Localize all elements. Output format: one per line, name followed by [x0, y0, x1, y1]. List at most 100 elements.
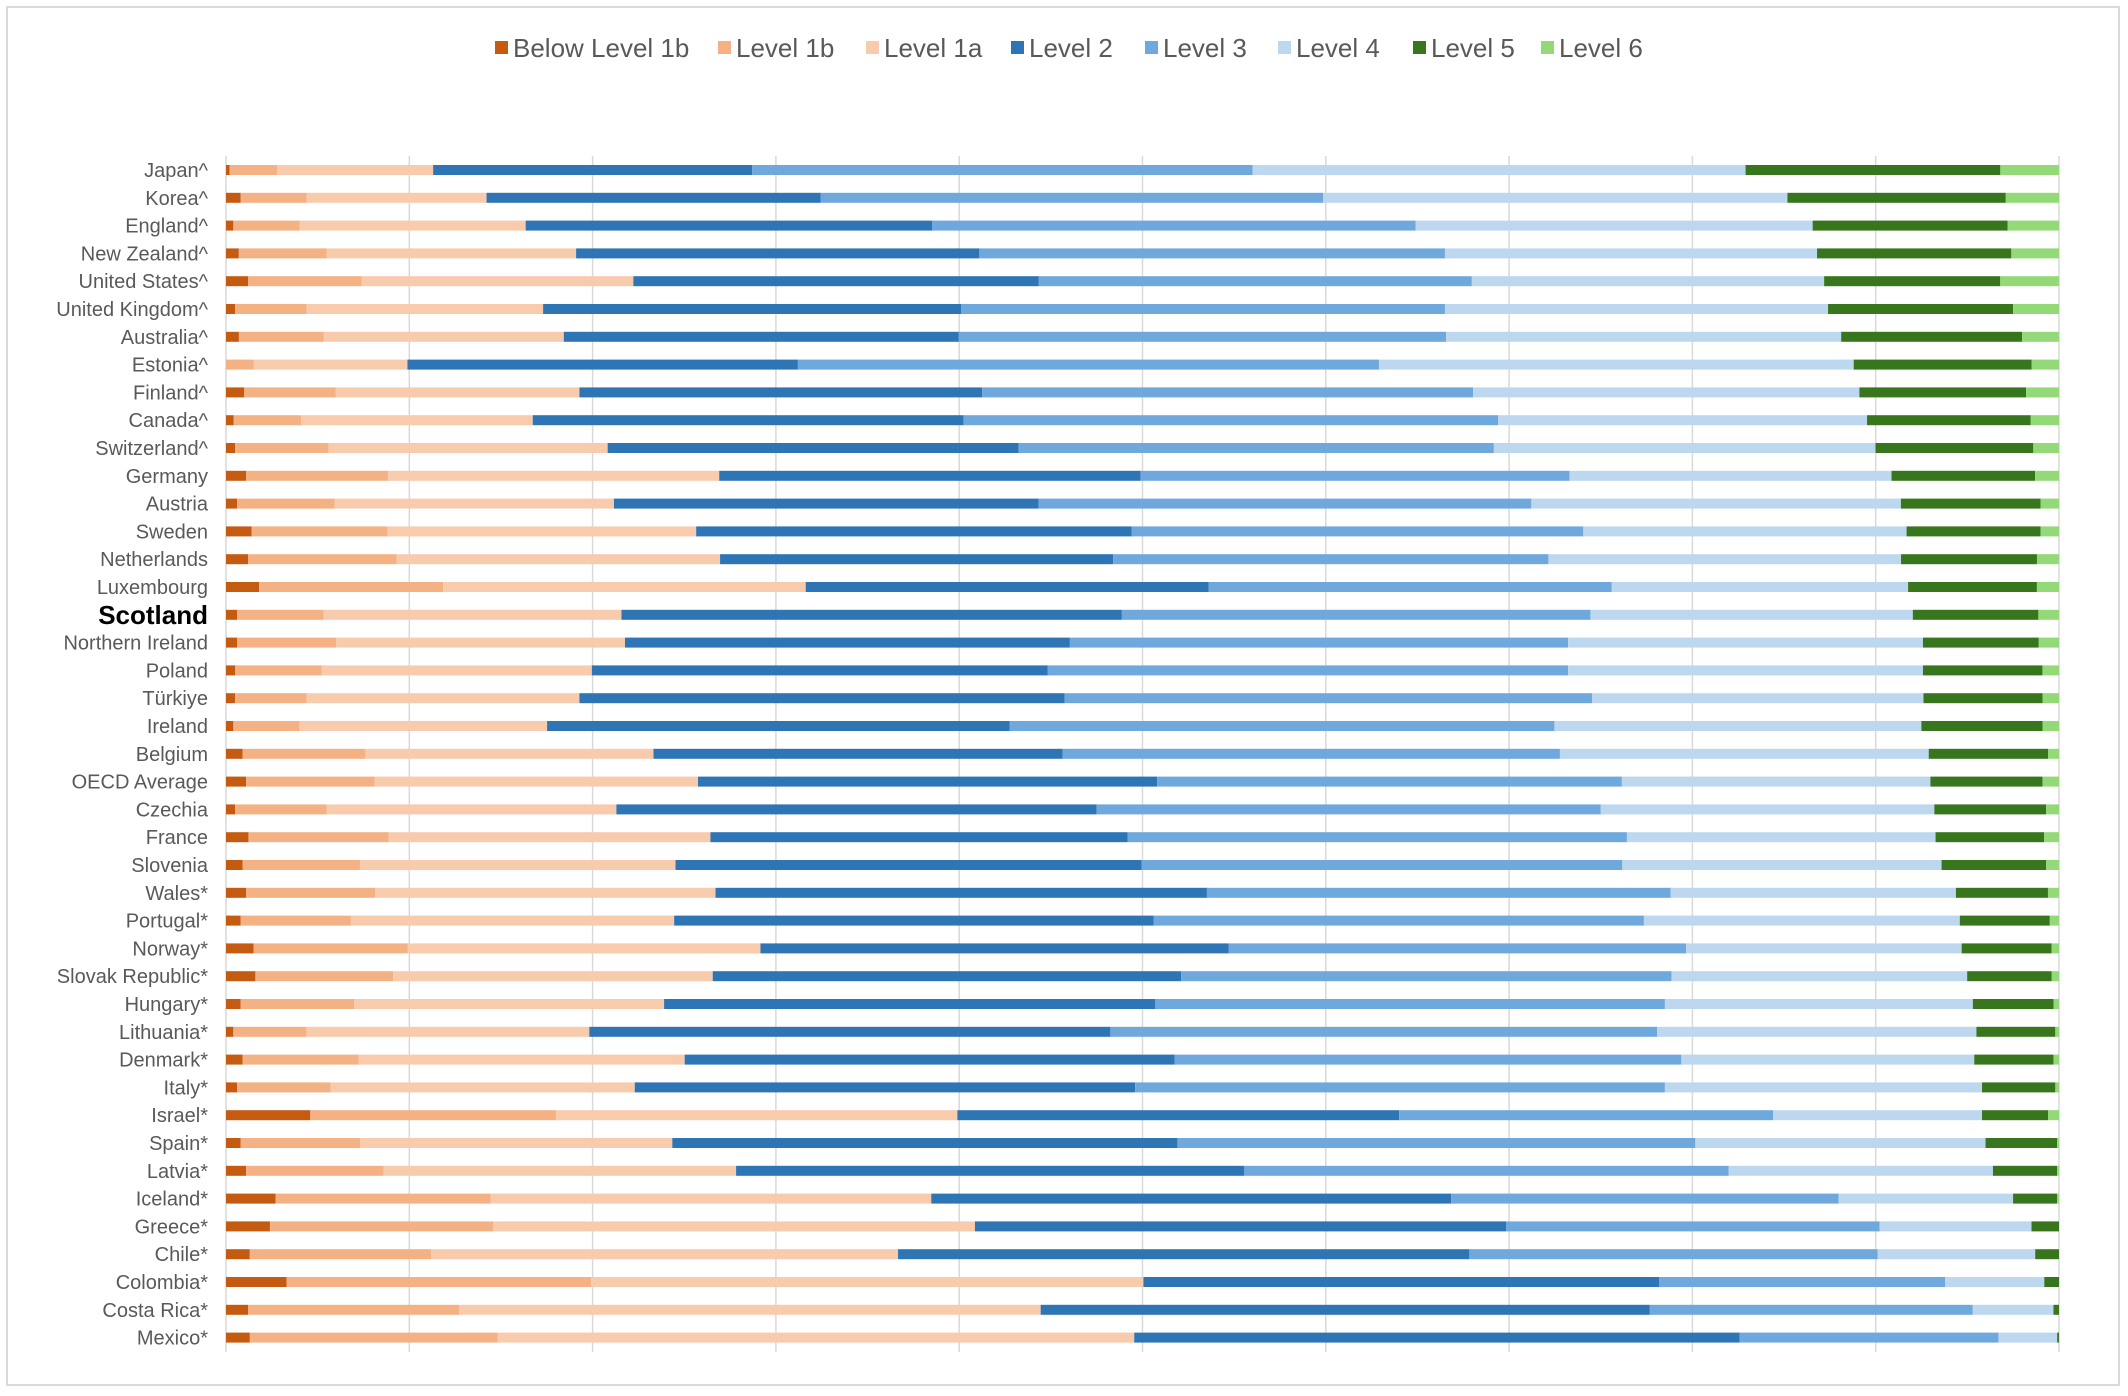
category-label-chile: Chile*	[155, 1244, 209, 1266]
bar-netherlands-level-3	[1113, 554, 1549, 565]
bar-denmark-level-4	[1681, 1054, 1975, 1065]
bar-spain-below-level-1b	[226, 1138, 241, 1148]
bar-scotland-level-1a	[323, 609, 622, 620]
bar-mexico-level-3	[1739, 1332, 1999, 1343]
bar-united-states-level-1a	[361, 276, 634, 287]
bar-row-austria	[226, 498, 2059, 509]
bar-scotland-level-1b	[237, 609, 324, 620]
bar-latvia-level-1a	[383, 1165, 737, 1176]
bar-costa-rica-level-2	[1040, 1304, 1650, 1315]
bar-iceland-below-level-1b	[226, 1193, 276, 1204]
bar-canada-level-2	[532, 415, 964, 426]
bar-chile-level-1b	[249, 1249, 432, 1260]
legend-item-level-3: Level 3	[1145, 33, 1247, 63]
bar-t-rkiye-level-2	[579, 693, 1065, 704]
legend-label-level-2: Level 2	[1029, 33, 1113, 63]
bar-lithuania-level-1b	[233, 1026, 307, 1037]
category-label-germany: Germany	[126, 466, 208, 488]
bar-ireland-below-level-1b	[226, 721, 234, 731]
bar-row-wales	[226, 887, 2059, 898]
bar-row-slovenia	[226, 860, 2059, 870]
bar-oecd-average-level-4	[1621, 776, 1931, 787]
category-label-sweden: Sweden	[136, 521, 208, 543]
bar-row-czechia	[226, 804, 2059, 815]
bar-japan-level-4	[1252, 165, 1746, 175]
bar-korea-level-1b	[240, 192, 307, 203]
bar-scotland-level-5	[1912, 609, 2039, 620]
bar-austria-level-4	[1531, 498, 1901, 509]
bar-iceland-level-6	[2057, 1193, 2059, 1204]
bar-germany-level-1b	[246, 470, 388, 481]
bar-portugal-level-1b	[240, 915, 351, 926]
legend-item-level-4: Level 4	[1278, 33, 1380, 63]
bar-portugal-level-1a	[350, 915, 675, 926]
bar-greece-level-5	[2031, 1221, 2059, 1232]
bar-france-level-5	[1935, 832, 2045, 843]
bar-korea-level-3	[820, 192, 1324, 203]
bar-israel-below-level-1b	[226, 1110, 311, 1121]
bar-chile-level-4	[1877, 1249, 2036, 1260]
legend-swatch-below-level-1b	[495, 41, 508, 54]
bar-switzerland-level-2	[607, 443, 1019, 453]
bar-lithuania-level-3	[1110, 1026, 1658, 1037]
bar-lithuania-below-level-1b	[226, 1026, 234, 1037]
bar-england-level-2	[525, 220, 932, 231]
bar-italy-level-2	[634, 1082, 1136, 1093]
bar-row-japan	[226, 165, 2059, 175]
bar-slovak-republic-level-1a	[393, 971, 713, 982]
bar-row-mexico	[226, 1332, 2059, 1343]
bar-slovenia-level-5	[1941, 860, 2047, 870]
bar-canada-below-level-1b	[226, 415, 234, 426]
legend-swatch-level-1a	[866, 41, 879, 54]
bar-germany-level-5	[1891, 470, 2036, 481]
bar-row-denmark	[226, 1054, 2059, 1065]
bar-colombia-level-1b	[286, 1277, 592, 1287]
bar-israel-level-2	[957, 1110, 1400, 1121]
bar-spain-level-3	[1177, 1138, 1696, 1148]
bar-slovenia-level-6	[2046, 860, 2059, 870]
bar-finland-level-1b	[244, 387, 336, 398]
bar-scotland-level-6	[2038, 609, 2059, 620]
bar-united-states-level-6	[2000, 276, 2059, 287]
bar-estonia-level-4	[1378, 359, 1854, 370]
category-label-japan: Japan^	[144, 160, 208, 182]
bar-switzerland-level-6	[2033, 443, 2059, 453]
bar-estonia-level-6	[2031, 359, 2059, 370]
bar-northern-ireland-level-1a	[336, 637, 625, 648]
bar-japan-level-6	[2000, 165, 2059, 175]
bar-row-korea	[226, 192, 2059, 203]
bar-ireland-level-6	[2042, 721, 2059, 731]
bar-australia-level-4	[1446, 331, 1842, 342]
category-label-korea: Korea^	[145, 188, 208, 210]
bar-finland-level-5	[1859, 387, 2027, 398]
bar-israel-level-1a	[555, 1110, 958, 1121]
bar-row-spain	[226, 1138, 2059, 1148]
bar-slovak-republic-level-6	[2051, 971, 2059, 982]
bar-greece-level-1a	[493, 1221, 975, 1232]
bar-hungary-level-1a	[354, 999, 665, 1009]
bar-israel-level-6	[2048, 1110, 2059, 1121]
bar-czechia-level-5	[1934, 804, 2047, 815]
bar-lithuania-level-6	[2055, 1026, 2059, 1037]
bar-estonia-level-5	[1853, 359, 2032, 370]
bar-netherlands-level-5	[1901, 554, 2037, 565]
bar-latvia-level-3	[1244, 1165, 1729, 1176]
category-label-oecd-average: OECD Average	[72, 772, 208, 794]
bar-luxembourg-level-1a	[443, 582, 806, 592]
bar-italy-below-level-1b	[226, 1082, 237, 1093]
category-label-latvia: Latvia*	[147, 1161, 208, 1183]
bar-israel-level-4	[1773, 1110, 1983, 1121]
category-label-iceland: Iceland*	[136, 1189, 208, 1211]
bar-northern-ireland-level-6	[2038, 637, 2059, 648]
bar-greece-level-2	[974, 1221, 1506, 1232]
bar-wales-level-1b	[246, 887, 376, 898]
bar-united-states-below-level-1b	[226, 276, 249, 287]
bar-mexico-level-2	[1134, 1332, 1740, 1343]
bar-korea-below-level-1b	[226, 192, 241, 203]
bar-czechia-level-4	[1600, 804, 1935, 815]
bar-ireland-level-1b	[233, 721, 300, 731]
bar-austria-level-6	[2040, 498, 2059, 509]
bar-portugal-below-level-1b	[226, 915, 241, 926]
bar-slovenia-level-1b	[242, 860, 360, 870]
category-label-united-states: United States^	[79, 271, 209, 293]
